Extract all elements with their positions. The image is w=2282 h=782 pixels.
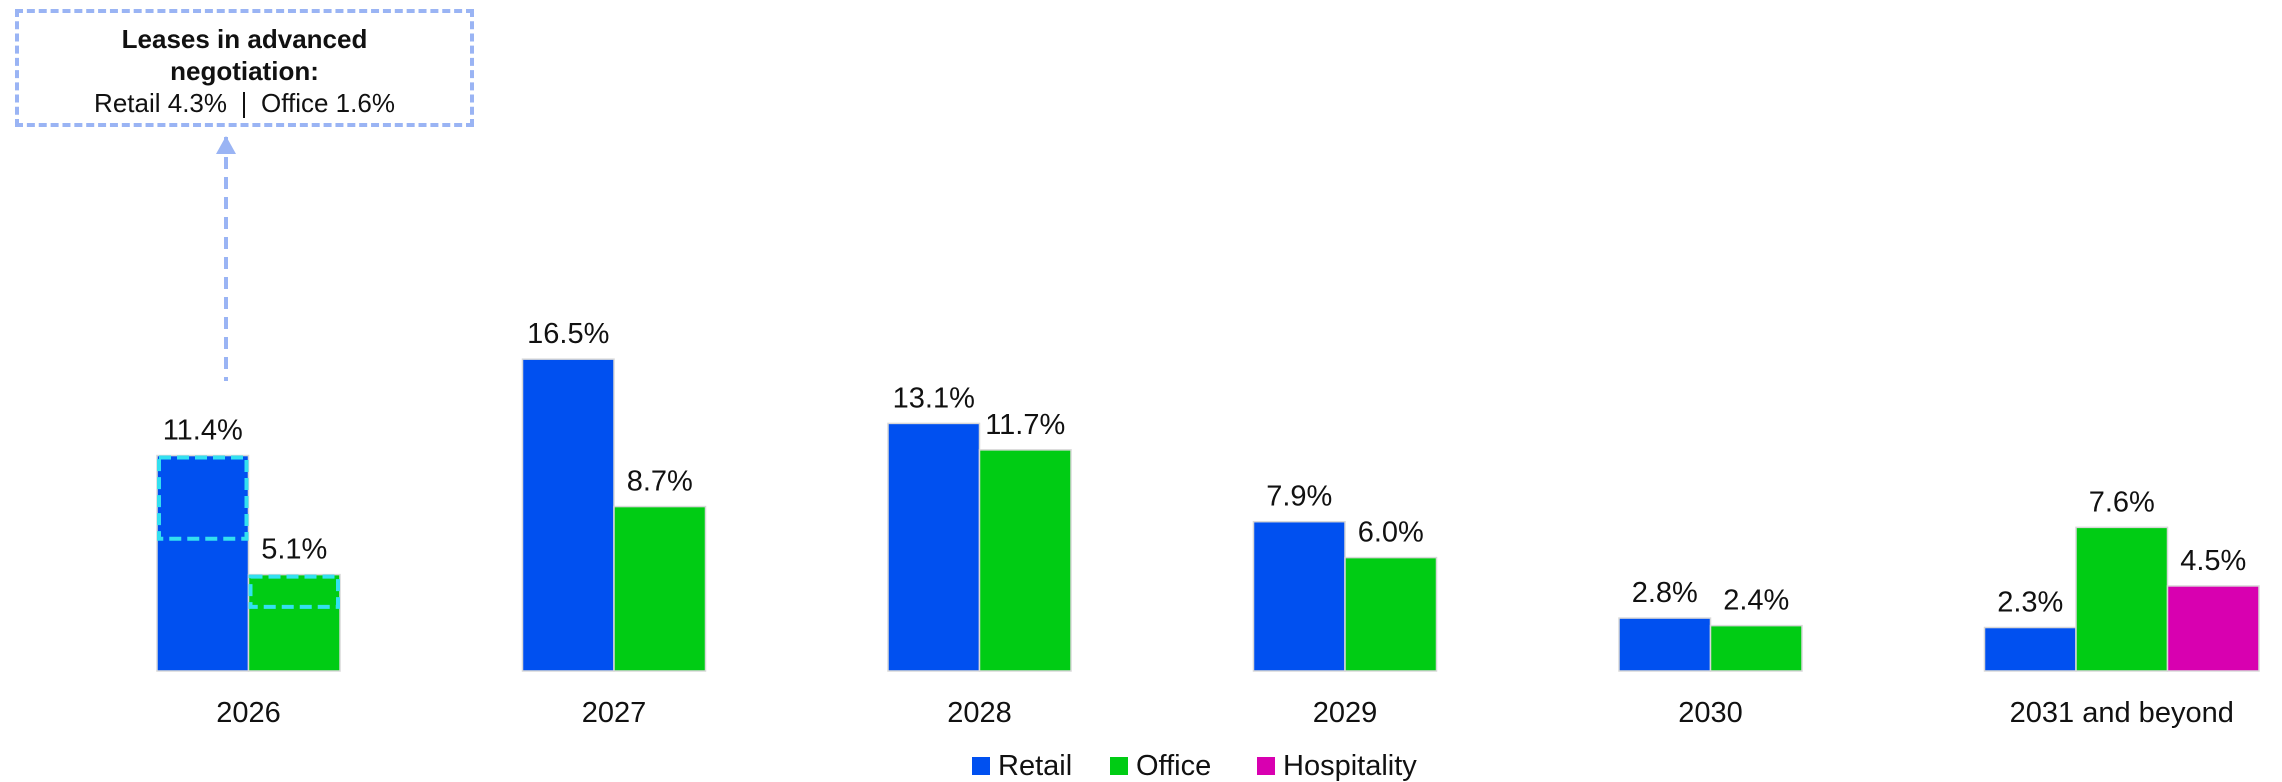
bar <box>1344 556 1438 672</box>
data-label: 4.5% <box>2180 545 2246 577</box>
bar <box>1983 626 2077 672</box>
legend-label: Office <box>1136 750 1211 782</box>
annotation-title: Leases in advanced negotiation: <box>121 24 368 86</box>
legend-label: Retail <box>998 750 1072 782</box>
bar <box>2166 585 2260 672</box>
bar <box>978 449 1072 672</box>
x-tick-label: 2030 <box>1678 697 1743 729</box>
annotation-text: Retail 4.3% <box>94 88 228 118</box>
data-label: 2.3% <box>1997 587 2063 619</box>
bar <box>613 505 707 672</box>
legend-swatch <box>1110 757 1128 775</box>
data-label: 8.7% <box>627 466 693 498</box>
x-tick-label: 2028 <box>947 697 1012 729</box>
bar <box>156 454 250 672</box>
data-label: 5.1% <box>261 534 327 566</box>
bar <box>521 358 615 672</box>
x-tick-label: 2027 <box>582 697 647 729</box>
bar <box>1709 624 1803 672</box>
legend-swatch <box>1257 757 1275 775</box>
bar <box>1252 520 1346 672</box>
data-label: 11.7% <box>985 409 1065 441</box>
bar <box>247 573 341 672</box>
data-label: 2.8% <box>1632 577 1698 609</box>
data-label: 6.0% <box>1358 517 1424 549</box>
bar <box>887 422 981 672</box>
data-label: 16.5% <box>527 318 609 350</box>
data-label: 7.6% <box>2089 486 2155 518</box>
annotation-box: Leases in advanced negotiation: Retail 4… <box>15 9 474 127</box>
x-tick-label: 2026 <box>216 697 281 729</box>
bar <box>1618 617 1712 672</box>
data-label: 2.4% <box>1723 585 1789 617</box>
legend-label: Hospitality <box>1283 750 1417 782</box>
x-tick-label: 2031 and beyond <box>2010 697 2234 729</box>
x-tick-label: 2029 <box>1313 697 1378 729</box>
data-label: 13.1% <box>893 382 975 414</box>
separator <box>243 92 246 119</box>
negotiation-overlay <box>248 574 340 609</box>
bar <box>2075 526 2169 672</box>
legend-swatch <box>972 757 990 775</box>
arrow-head <box>216 136 236 154</box>
negotiation-overlay <box>157 455 249 541</box>
annotation-text: Office 1.6% <box>261 88 395 118</box>
data-label: 7.9% <box>1266 481 1332 513</box>
data-label: 11.4% <box>163 415 243 447</box>
